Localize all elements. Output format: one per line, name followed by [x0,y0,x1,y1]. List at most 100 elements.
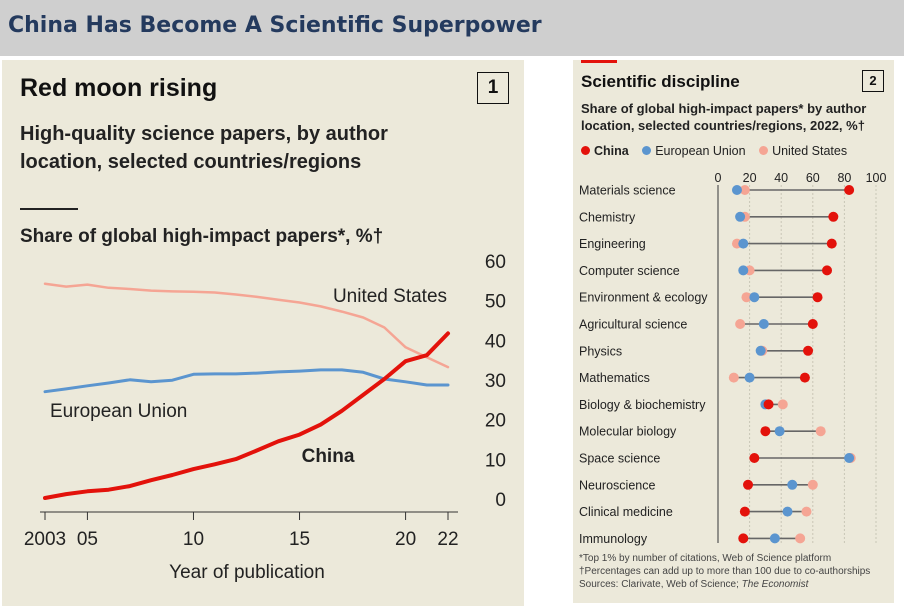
dot-china-immunology [738,533,749,544]
footnote-2: †Percentages can add up to more than 100… [579,566,871,577]
dot-united-states-molecular-biology [815,426,826,437]
dot-china-space-science [749,453,760,463]
line-chart-panel: Red moon rising 1 High-quality science p… [2,60,524,606]
x-tick-label-20: 20 [743,171,757,185]
category-label-space-science: Space science [579,452,660,466]
dot-china-neuroscience [743,479,754,490]
chart1-rule [20,208,78,210]
sources-line: Sources: Clarivate, Web of Science; The … [579,578,870,591]
dot-china-environment-ecology [812,292,823,303]
y-tick-label-0: 0 [495,490,506,511]
dot-european-union-engineering [738,238,749,249]
series-label-european-union: European Union [50,401,187,422]
chart1-subtitle: High-quality science papers, by author l… [20,123,388,173]
chart2-footnotes: *Top 1% by number of citations, Web of S… [579,552,870,591]
y-tick-label-20: 20 [485,411,506,432]
chart2-legend: China European Union United States [581,144,857,158]
dot-china-computer-science [822,265,833,276]
dot-european-union-neuroscience [787,479,798,490]
category-label-neuroscience: Neuroscience [579,478,655,492]
dot-european-union-computer-science [738,265,749,276]
page-title: China Has Become A Scientific Superpower [8,13,542,38]
category-label-materials-science: Materials science [579,184,676,198]
dot-united-states-environment-ecology [741,292,752,303]
dot-united-states-clinical-medicine [801,506,812,517]
x-tick-label-60: 60 [806,171,820,185]
dot-china-clinical-medicine [739,506,750,517]
chart1-number-badge: 1 [477,72,509,104]
category-label-computer-science: Computer science [579,264,680,278]
header-banner: China Has Become A Scientific Superpower [0,0,904,56]
series-line-united-states [43,282,450,369]
x-tick-label-2003: 2003 [24,529,66,550]
x-tick-label-100: 100 [866,171,887,185]
chart1-measure-label: Share of global high-impact papers*, %† [20,226,384,247]
chart1-title: Red moon rising [20,74,218,102]
dot-european-union-space-science [844,453,855,463]
dot-united-states-agricultural-science [735,319,746,329]
dot-china-materials-science [844,185,855,195]
dot-european-union-clinical-medicine [782,506,793,517]
category-label-physics: Physics [579,344,622,358]
category-label-molecular-biology: Molecular biology [579,425,677,439]
x-tick-label-40: 40 [774,171,788,185]
dot-china-chemistry [828,211,839,222]
legend-label-china: China [594,144,629,158]
category-label-environment-ecology: Environment & ecology [579,291,708,305]
dot-chart-panel: Scientific discipline 2 Share of global … [573,60,894,603]
category-label-immunology: Immunology [579,532,648,546]
dot-united-states-immunology [795,533,806,544]
chart2-title: Scientific discipline [581,72,740,91]
dot-european-union-materials-science [731,185,742,195]
dot-china-molecular-biology [760,426,771,437]
category-label-biology-biochemistry: Biology & biochemistry [579,398,706,412]
x-axis-title: Year of publication [169,562,325,583]
x-tick-label-2020: 20 [395,529,416,550]
series-label-united-states: United States [333,286,447,307]
legend-item-china: China [581,144,629,158]
y-tick-label-60: 60 [485,252,506,273]
chart2-accent-bar [581,60,617,63]
x-tick-label-2015: 15 [289,529,310,550]
legend-item-eu: European Union [642,144,746,158]
legend-dot-eu [642,146,652,155]
line-chart: 0 10 20 30 40 50 60 2003 05 10 15 20 22 Year of publi… [24,252,506,583]
sources-italic: The Economist [741,579,809,590]
dot-european-union-immunology [769,533,780,544]
dot-united-states-neuroscience [807,479,818,490]
legend-label-eu: European Union [655,144,746,158]
sources-prefix: Sources: Clarivate, Web of Science; [579,579,742,590]
dot-european-union-environment-ecology [749,292,760,303]
legend-label-us: United States [772,144,848,158]
category-label-mathematics: Mathematics [579,371,650,385]
dot-china-mathematics [799,372,810,383]
dot-china-agricultural-science [807,319,818,329]
x-tick-label-2010: 10 [183,529,204,550]
dot-european-union-mathematics [744,372,755,383]
x-tick-label-0: 0 [715,171,722,185]
dot-china-engineering [826,238,837,249]
category-label-clinical-medicine: Clinical medicine [579,505,673,519]
x-tick-label-80: 80 [837,171,851,185]
category-label-chemistry: Chemistry [579,210,636,224]
legend-item-us: United States [759,144,847,158]
dot-european-union-physics [755,345,766,356]
footnote-1: *Top 1% by number of citations, Web of S… [579,553,832,564]
x-tick-label-2005: 05 [77,529,98,550]
dot-united-states-mathematics [728,372,739,383]
x-tick-label-2022: 22 [437,529,458,550]
dot-european-union-agricultural-science [758,319,769,329]
chart2-number-badge: 2 [862,70,884,92]
series-line-china [43,331,450,500]
dot-european-union-chemistry [735,211,746,222]
y-tick-label-10: 10 [485,450,506,471]
dot-chart: 0 20 40 60 80 100 Materials science Chemistry En… [579,171,887,546]
dot-united-states-materials-science [739,185,750,195]
dot-china-biology-biochemistry [763,399,774,410]
series-line-european-union [43,368,450,394]
legend-dot-china [581,146,590,155]
chart2-subtitle: Share of global high-impact papers* by a… [581,101,867,133]
y-tick-label-30: 30 [485,371,506,392]
category-label-engineering: Engineering [579,237,646,251]
dot-european-union-molecular-biology [774,426,785,437]
